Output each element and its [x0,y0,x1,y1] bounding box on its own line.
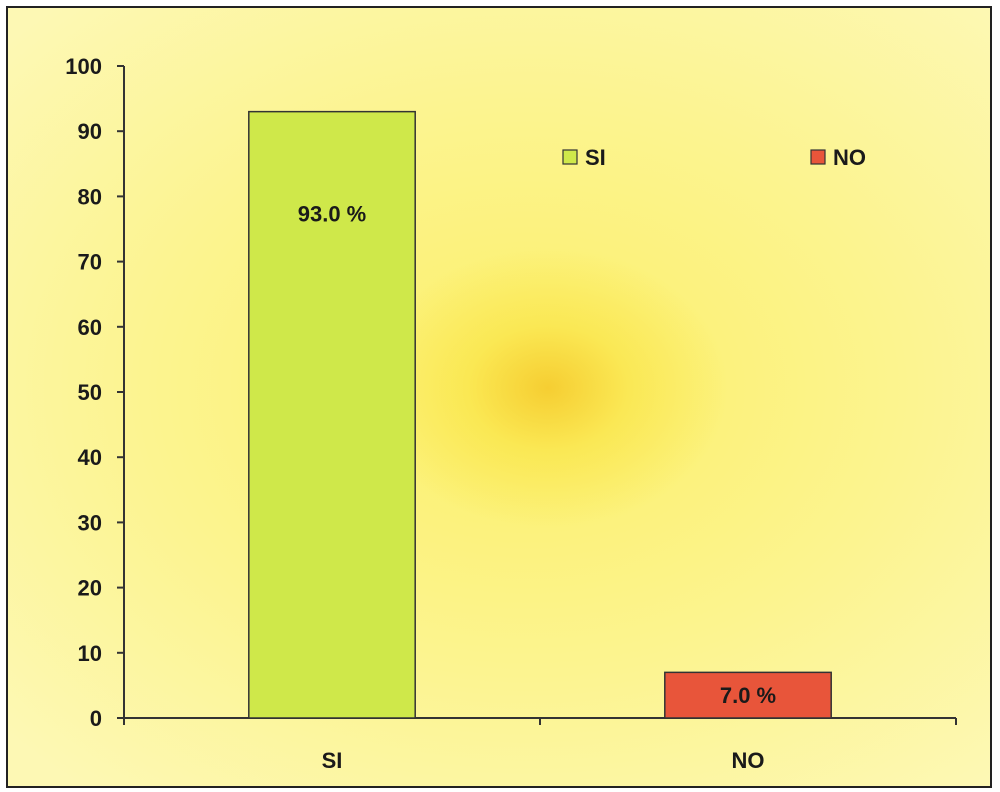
data-label: 93.0 % [298,202,367,227]
y-tick-label: 80 [78,184,102,209]
y-tick-label: 50 [78,380,102,405]
bar-no [664,671,832,719]
legend-swatch-si [562,149,578,165]
x-category-label: NO [732,748,765,773]
y-tick-label: 20 [78,576,102,601]
bar-si [248,110,416,719]
y-tick-label: 0 [90,706,102,731]
bars: 93.0 % 7.0 % [248,110,832,719]
legend-label: SI [585,145,606,170]
legend-label: NO [833,145,866,170]
y-axis: 0 10 20 30 40 50 60 70 80 90 100 [65,54,125,731]
y-tick-label: 30 [78,510,102,535]
legend-swatch-no [810,149,826,165]
x-category-label: SI [322,748,343,773]
y-tick-label: 40 [78,445,102,470]
y-tick-label: 10 [78,641,102,666]
y-tick-label: 70 [78,250,102,275]
y-tick-label: 90 [78,119,102,144]
legend: SI NO [562,145,866,170]
y-tick-label: 60 [78,315,102,340]
chart-frame [6,6,992,788]
x-axis: SI NO [123,717,957,773]
y-tick-label: 100 [65,54,102,79]
data-label: 7.0 % [720,683,776,708]
